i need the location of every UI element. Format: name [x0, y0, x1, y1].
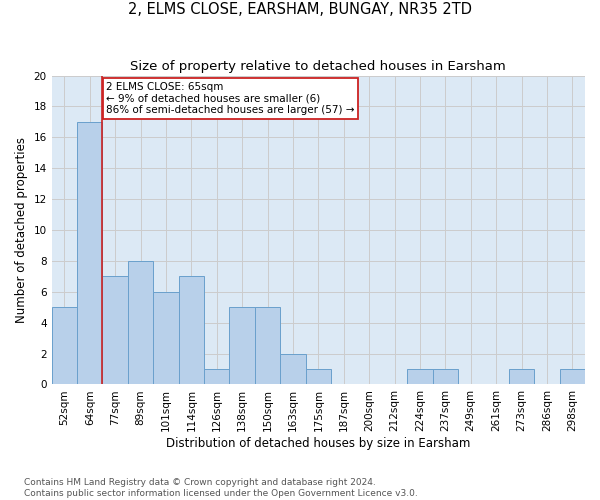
- Text: 2 ELMS CLOSE: 65sqm
← 9% of detached houses are smaller (6)
86% of semi-detached: 2 ELMS CLOSE: 65sqm ← 9% of detached hou…: [106, 82, 355, 115]
- Bar: [407, 369, 433, 384]
- Bar: [77, 122, 103, 384]
- Bar: [509, 369, 534, 384]
- Bar: [179, 276, 204, 384]
- Bar: [280, 354, 305, 384]
- Bar: [153, 292, 179, 384]
- Bar: [433, 369, 458, 384]
- Title: Size of property relative to detached houses in Earsham: Size of property relative to detached ho…: [130, 60, 506, 73]
- Bar: [204, 369, 229, 384]
- Y-axis label: Number of detached properties: Number of detached properties: [15, 137, 28, 323]
- Bar: [128, 261, 153, 384]
- Text: 2, ELMS CLOSE, EARSHAM, BUNGAY, NR35 2TD: 2, ELMS CLOSE, EARSHAM, BUNGAY, NR35 2TD: [128, 2, 472, 18]
- Bar: [255, 307, 280, 384]
- Text: Contains HM Land Registry data © Crown copyright and database right 2024.
Contai: Contains HM Land Registry data © Crown c…: [24, 478, 418, 498]
- Bar: [305, 369, 331, 384]
- X-axis label: Distribution of detached houses by size in Earsham: Distribution of detached houses by size …: [166, 437, 470, 450]
- Bar: [103, 276, 128, 384]
- Bar: [229, 307, 255, 384]
- Bar: [560, 369, 585, 384]
- Bar: [52, 307, 77, 384]
